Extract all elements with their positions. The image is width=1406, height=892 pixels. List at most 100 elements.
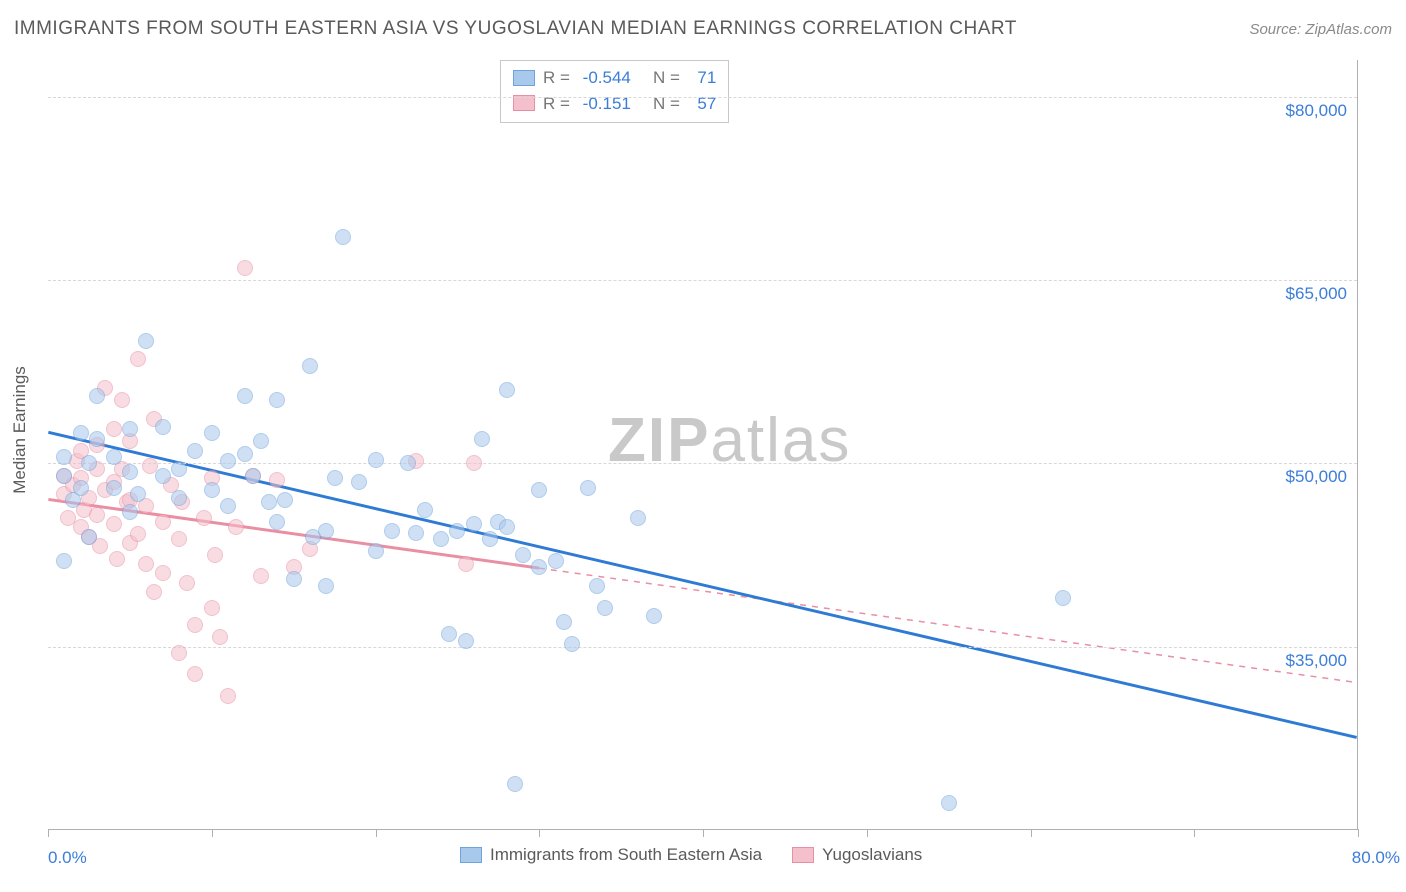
point-series-a (441, 626, 457, 642)
point-series-a (237, 388, 253, 404)
gridline (48, 280, 1357, 281)
point-series-a (458, 633, 474, 649)
point-series-a (237, 446, 253, 462)
point-series-a (261, 494, 277, 510)
point-series-a (122, 464, 138, 480)
point-series-a (171, 490, 187, 506)
legend-label: Yugoslavians (822, 845, 922, 865)
point-series-a (73, 425, 89, 441)
swatch-icon (513, 70, 535, 86)
point-series-b (253, 568, 269, 584)
point-series-a (1055, 590, 1071, 606)
point-series-a (564, 636, 580, 652)
legend-label: Immigrants from South Eastern Asia (490, 845, 762, 865)
x-max-label: 80.0% (1352, 848, 1400, 868)
point-series-a (597, 600, 613, 616)
point-series-a (122, 504, 138, 520)
point-series-b (220, 688, 236, 704)
x-tick (539, 829, 540, 837)
stats-row: R = -0.151 N = 57 (513, 91, 716, 117)
point-series-a (56, 553, 72, 569)
stat-n-label: N = (639, 91, 690, 117)
point-series-a (220, 453, 236, 469)
point-series-b (179, 575, 195, 591)
stats-row: R = -0.544 N = 71 (513, 65, 716, 91)
point-series-a (408, 525, 424, 541)
point-series-b (212, 629, 228, 645)
point-series-b (109, 551, 125, 567)
point-series-a (269, 514, 285, 530)
point-series-a (531, 559, 547, 575)
stats-box: R = -0.544 N = 71R = -0.151 N = 57 (500, 60, 729, 123)
point-series-a (122, 421, 138, 437)
point-series-a (417, 502, 433, 518)
point-series-a (155, 419, 171, 435)
chart-source: Source: ZipAtlas.com (1249, 21, 1392, 38)
point-series-a (106, 449, 122, 465)
point-series-b (89, 507, 105, 523)
point-series-a (220, 498, 236, 514)
legend-item: Immigrants from South Eastern Asia (460, 845, 762, 865)
point-series-a (302, 358, 318, 374)
watermark-bold: ZIP (608, 406, 710, 475)
x-tick (48, 829, 49, 837)
swatch-icon (460, 847, 482, 863)
point-series-a (277, 492, 293, 508)
point-series-a (368, 543, 384, 559)
point-series-a (515, 547, 531, 563)
point-series-a (548, 553, 564, 569)
point-series-a (589, 578, 605, 594)
point-series-a (327, 470, 343, 486)
point-series-a (171, 461, 187, 477)
point-series-a (56, 468, 72, 484)
y-tick-label: $80,000 (1286, 101, 1347, 121)
point-series-a (474, 431, 490, 447)
point-series-a (89, 431, 105, 447)
x-tick (867, 829, 868, 837)
stat-r-value: -0.151 (583, 91, 631, 117)
x-tick (703, 829, 704, 837)
stat-r-label: R = (543, 91, 575, 117)
point-series-a (400, 455, 416, 471)
bottom-legend: Immigrants from South Eastern Asia Yugosl… (460, 845, 922, 865)
point-series-a (81, 529, 97, 545)
y-tick-label: $50,000 (1286, 467, 1347, 487)
point-series-a (499, 382, 515, 398)
swatch-icon (792, 847, 814, 863)
point-series-a (507, 776, 523, 792)
point-series-a (941, 795, 957, 811)
y-axis-label: Median Earnings (10, 366, 30, 494)
point-series-a (286, 571, 302, 587)
point-series-a (138, 333, 154, 349)
point-series-a (482, 531, 498, 547)
point-series-a (318, 578, 334, 594)
legend-item: Yugoslavians (792, 845, 922, 865)
gridline (48, 97, 1357, 98)
chart-header: IMMIGRANTS FROM SOUTH EASTERN ASIA VS YU… (14, 18, 1392, 40)
point-series-a (245, 468, 261, 484)
point-series-a (646, 608, 662, 624)
point-series-b (130, 351, 146, 367)
point-series-b (187, 666, 203, 682)
point-series-a (204, 482, 220, 498)
stat-r-value: -0.544 (583, 65, 631, 91)
point-series-a (499, 519, 515, 535)
point-series-a (556, 614, 572, 630)
point-series-b (228, 519, 244, 535)
point-series-a (130, 486, 146, 502)
stat-n-label: N = (639, 65, 690, 91)
x-tick (376, 829, 377, 837)
chart-title: IMMIGRANTS FROM SOUTH EASTERN ASIA VS YU… (14, 18, 1017, 40)
point-series-b (458, 556, 474, 572)
point-series-a (630, 510, 646, 526)
y-tick-label: $65,000 (1286, 284, 1347, 304)
x-tick (1031, 829, 1032, 837)
point-series-a (351, 474, 367, 490)
point-series-a (318, 523, 334, 539)
point-series-b (171, 531, 187, 547)
plot-area: ZIPatlas R = -0.544 N = 71R = -0.151 N =… (48, 60, 1358, 830)
watermark: ZIPatlas (608, 405, 851, 476)
point-series-b (196, 510, 212, 526)
point-series-a (269, 392, 285, 408)
gridline (48, 463, 1357, 464)
